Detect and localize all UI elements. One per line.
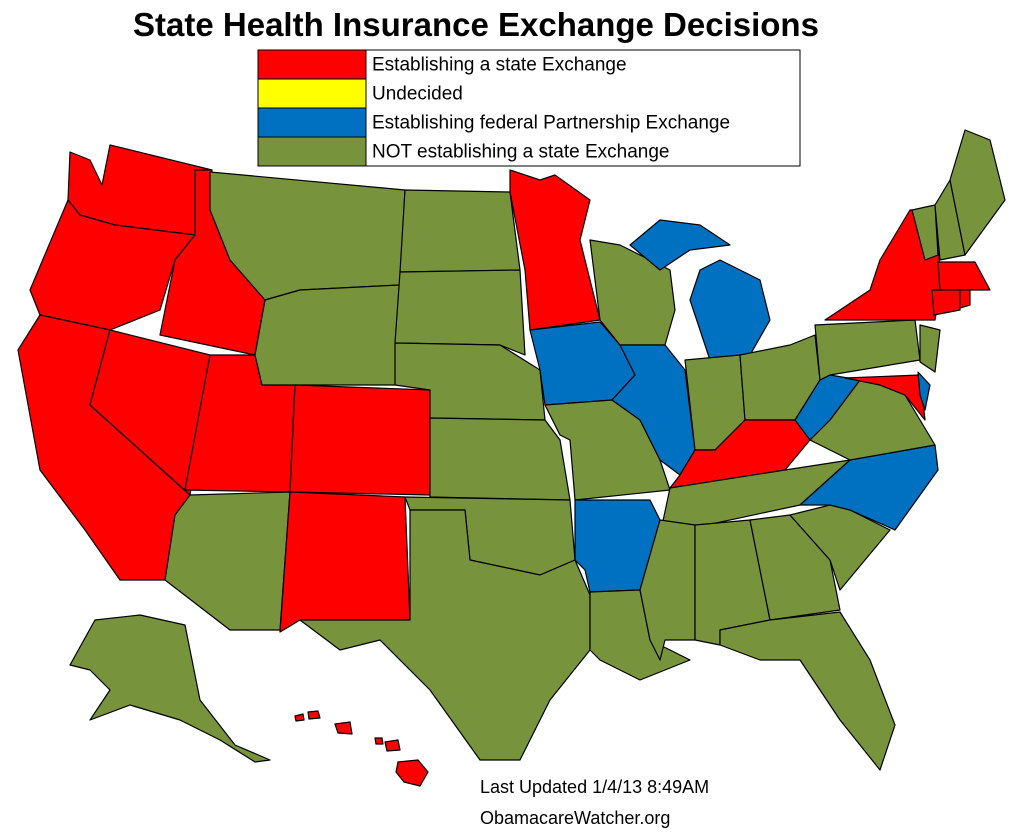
state [429, 417, 571, 501]
state [164, 491, 291, 631]
state [844, 374, 926, 421]
state [509, 169, 601, 331]
state [719, 611, 896, 771]
state [279, 491, 411, 633]
legend-label: Establishing federal Partnership Exchang… [372, 113, 730, 134]
legend-swatch [257, 49, 367, 80]
legend-label: NOT establishing a state Exchange [372, 142, 670, 163]
state [254, 284, 401, 386]
state [937, 261, 991, 291]
state [911, 204, 939, 261]
state [384, 739, 401, 752]
legend-swatch [257, 107, 367, 138]
state [749, 514, 841, 621]
state [689, 259, 771, 361]
state [307, 710, 321, 720]
state [289, 384, 431, 496]
state [374, 737, 384, 745]
state [949, 129, 1006, 256]
state [299, 509, 591, 761]
state [629, 219, 731, 271]
state [334, 721, 353, 735]
state [917, 371, 931, 411]
state [399, 189, 521, 273]
legend-swatch [257, 78, 367, 109]
legend-swatch [257, 136, 367, 167]
state [294, 713, 305, 722]
state [814, 319, 921, 381]
legend: Establishing a state Exchange Undecided Es… [257, 49, 801, 167]
footer-updated: Last Updated 1/4/13 8:49AM [480, 777, 709, 797]
state [69, 614, 271, 763]
state [29, 199, 196, 331]
title: State Health Insurance Exchange Decision… [133, 6, 819, 43]
state [919, 324, 941, 373]
legend-label: Undecided [372, 84, 463, 105]
state [395, 759, 429, 787]
state [589, 239, 676, 346]
state [394, 269, 526, 356]
state [959, 289, 971, 309]
legend-label: Establishing a state Exchange [372, 55, 627, 76]
states [17, 129, 1006, 787]
state [639, 519, 696, 661]
footer-source: ObamacareWatcher.org [480, 808, 670, 828]
state [611, 344, 696, 476]
state [931, 289, 961, 316]
